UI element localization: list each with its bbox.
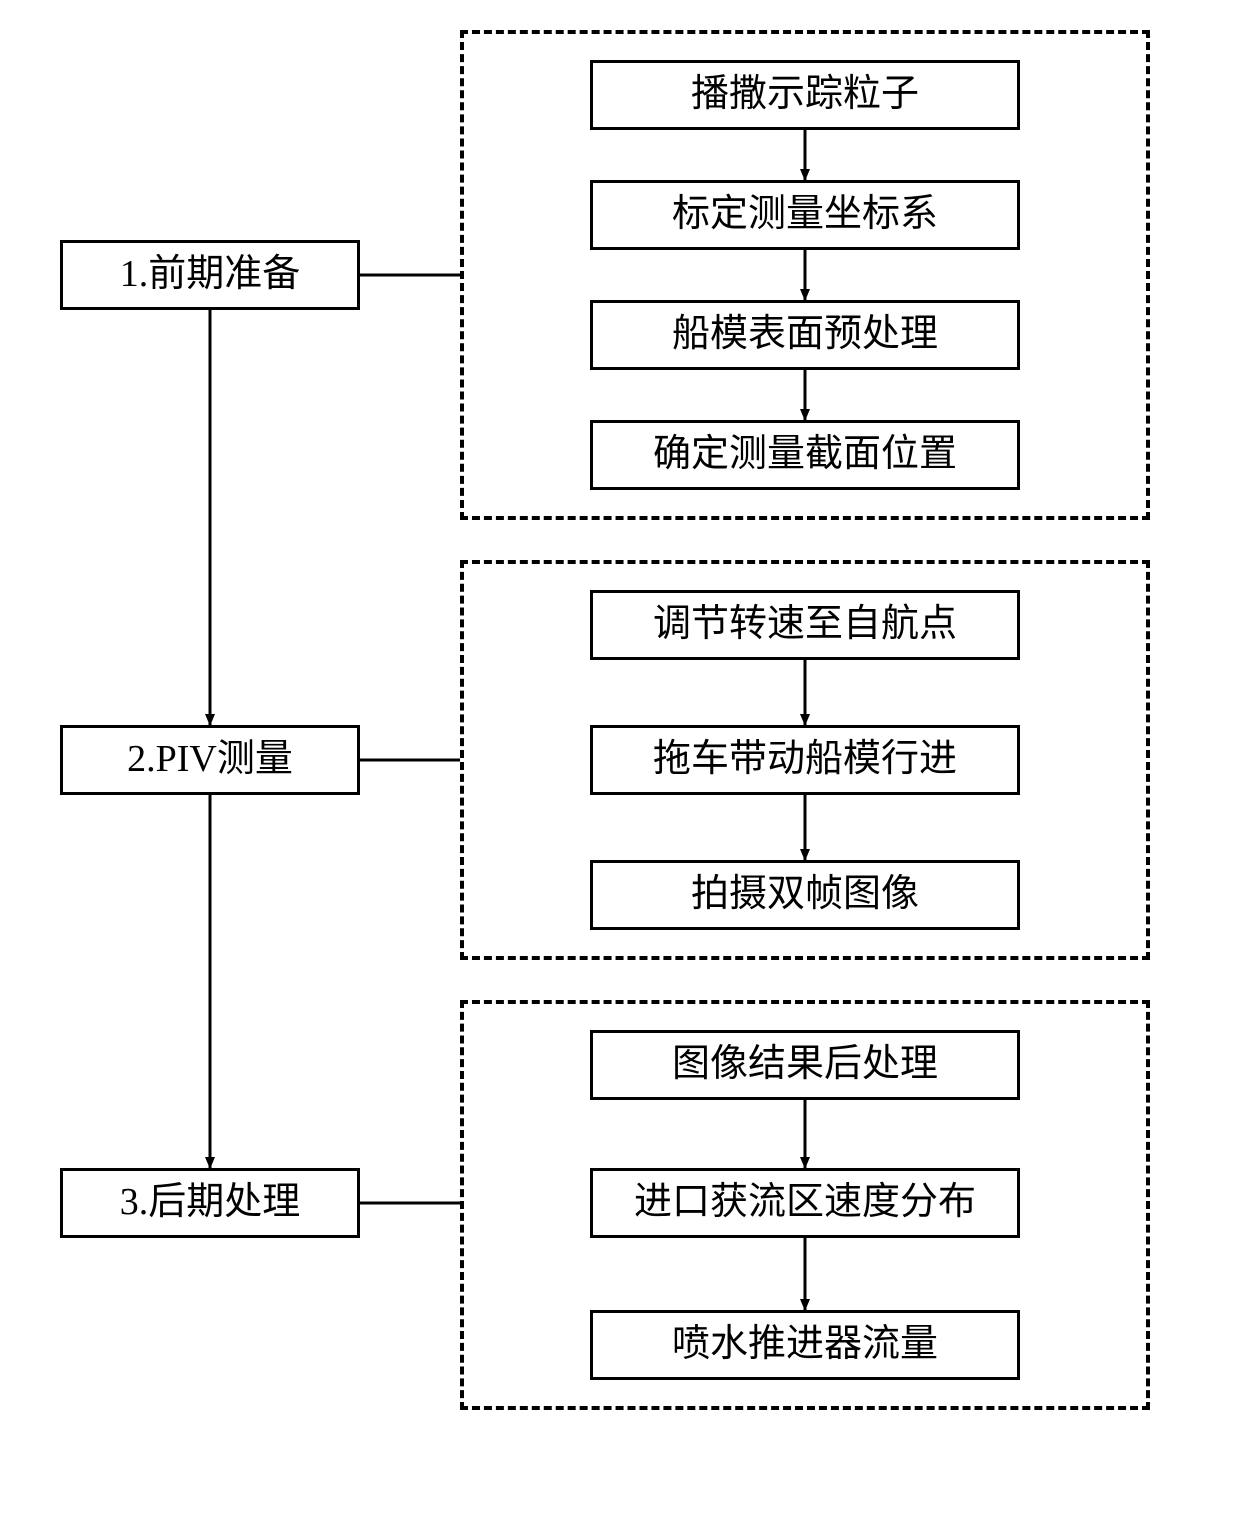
sub-step-g1s4: 确定测量截面位置	[590, 420, 1020, 490]
sub-step-g3s1: 图像结果后处理	[590, 1030, 1020, 1100]
sub-step-label: 喷水推进器流量	[672, 1322, 938, 1368]
sub-step-label: 确定测量截面位置	[653, 432, 957, 478]
sub-step-g2s2: 拖车带动船模行进	[590, 725, 1020, 795]
sub-step-label: 船模表面预处理	[672, 312, 938, 358]
main-step-m1: 1.前期准备	[60, 240, 360, 310]
sub-step-label: 播撒示踪粒子	[691, 72, 919, 118]
main-step-label: 2.PIV测量	[127, 737, 293, 783]
main-step-label: 3.后期处理	[120, 1180, 301, 1226]
sub-step-g3s2: 进口获流区速度分布	[590, 1168, 1020, 1238]
sub-step-label: 拖车带动船模行进	[653, 737, 957, 783]
sub-step-g3s3: 喷水推进器流量	[590, 1310, 1020, 1380]
sub-step-label: 标定测量坐标系	[672, 192, 938, 238]
main-step-m3: 3.后期处理	[60, 1168, 360, 1238]
main-step-label: 1.前期准备	[120, 252, 301, 298]
sub-step-label: 图像结果后处理	[672, 1042, 938, 1088]
diagram-root: 1.前期准备 2.PIV测量 3.后期处理 播撒示踪粒子标定测量坐标系船模表面预处理确…	[0, 0, 1240, 1520]
sub-step-g1s1: 播撒示踪粒子	[590, 60, 1020, 130]
sub-step-g1s2: 标定测量坐标系	[590, 180, 1020, 250]
sub-step-g2s3: 拍摄双帧图像	[590, 860, 1020, 930]
sub-step-label: 进口获流区速度分布	[634, 1180, 976, 1226]
sub-step-label: 拍摄双帧图像	[691, 872, 919, 918]
sub-step-g1s3: 船模表面预处理	[590, 300, 1020, 370]
sub-step-g2s1: 调节转速至自航点	[590, 590, 1020, 660]
main-step-m2: 2.PIV测量	[60, 725, 360, 795]
sub-step-label: 调节转速至自航点	[653, 602, 957, 648]
